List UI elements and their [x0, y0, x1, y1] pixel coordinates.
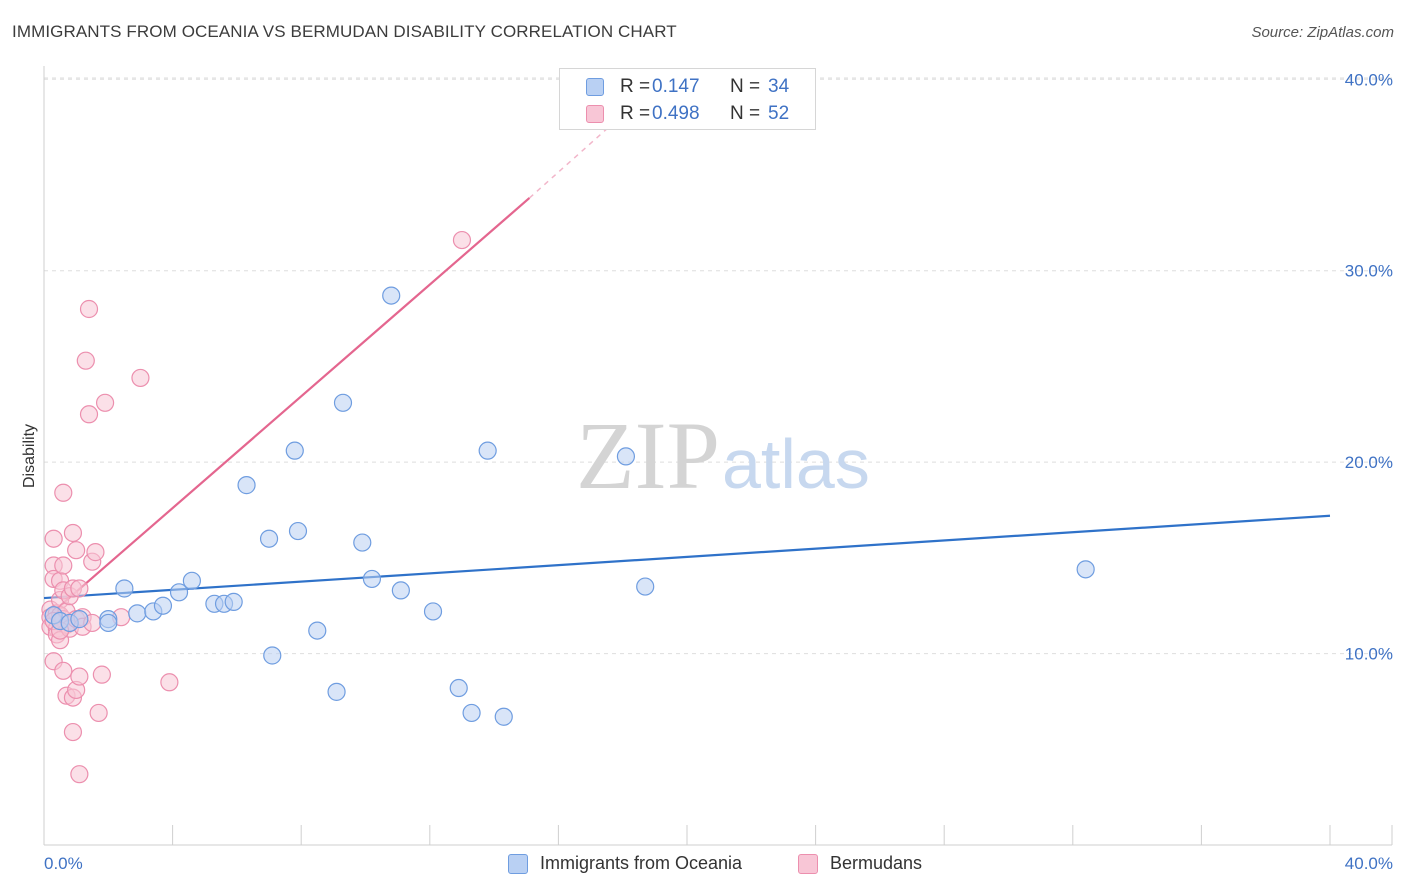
data-point-oceania — [99, 613, 118, 633]
data-point-bermudans — [89, 703, 108, 723]
legend-swatch-pink — [586, 105, 604, 123]
data-point-oceania — [153, 596, 173, 615]
legend-r-label: R = — [620, 103, 651, 124]
legend-n-value: 52 — [768, 103, 790, 124]
legend-r-label: R = — [620, 76, 651, 97]
data-point-bermudans — [67, 541, 86, 560]
data-point-oceania — [308, 621, 327, 640]
data-point-oceania — [353, 533, 372, 552]
y-tick-label: 20.0% — [1345, 453, 1393, 472]
data-point-oceania — [478, 441, 497, 460]
trend-line-bermudans — [52, 197, 531, 613]
data-point-bermudans — [95, 393, 115, 412]
legend-swatch-blue — [586, 78, 604, 96]
legend-n-label: N = — [730, 76, 761, 97]
data-point-oceania — [494, 707, 513, 726]
data-point-oceania — [362, 569, 382, 589]
data-point-bermudans — [79, 299, 99, 319]
data-point-bermudans — [70, 579, 89, 598]
chart-title: IMMIGRANTS FROM OCEANIA VS BERMUDAN DISA… — [12, 22, 677, 41]
x-tick-label: 40.0% — [1345, 854, 1393, 873]
data-point-bermudans — [86, 543, 105, 562]
data-point-oceania — [263, 646, 282, 665]
tick-labels: 10.0% 20.0% 30.0% 40.0% 0.0% 40.0% — [44, 70, 1393, 873]
data-point-oceania — [169, 583, 189, 602]
data-point-bermudans — [131, 368, 150, 388]
data-point-oceania — [259, 529, 279, 548]
data-point-bermudans — [70, 765, 89, 784]
data-point-bermudans — [54, 483, 73, 502]
bottom-legend-swatch-pink — [798, 854, 818, 874]
legend-n-value: 34 — [768, 76, 790, 97]
data-point-bermudans — [44, 529, 63, 548]
x-tick-label: 0.0% — [44, 854, 83, 873]
data-point-oceania — [616, 447, 636, 466]
stats-legend: R = 0.147 N = 34 R = 0.498 N = 52 — [559, 68, 816, 130]
data-point-oceania — [636, 577, 655, 596]
y-axis-label: Disability — [21, 424, 38, 488]
watermark-zip: ZIP — [576, 402, 720, 509]
axes — [43, 66, 1393, 846]
data-point-bermudans — [54, 661, 73, 680]
data-point-oceania — [449, 678, 468, 698]
bottom-legend-swatch-blue — [508, 854, 528, 874]
data-points — [41, 230, 1095, 784]
grid-lines — [44, 77, 1392, 655]
bottom-legend-label-oceania: Immigrants from Oceania — [540, 853, 743, 873]
data-point-bermudans — [92, 665, 111, 684]
y-tick-label: 10.0% — [1345, 645, 1393, 664]
data-point-bermudans — [54, 556, 73, 575]
data-point-oceania — [462, 703, 481, 723]
source-label: Source: ZipAtlas.com — [1251, 24, 1394, 41]
data-point-bermudans — [79, 405, 99, 424]
data-point-oceania — [327, 682, 346, 701]
data-point-bermudans — [63, 722, 83, 742]
legend-n-label: N = — [730, 103, 761, 124]
data-point-oceania — [237, 476, 256, 495]
data-point-oceania — [182, 571, 201, 590]
data-point-bermudans — [63, 523, 83, 543]
y-tick-label: 40.0% — [1345, 70, 1393, 89]
data-point-oceania — [128, 604, 147, 623]
data-point-bermudans — [160, 673, 179, 692]
data-point-oceania — [333, 393, 353, 412]
trend-lines — [43, 94, 1331, 613]
data-point-oceania — [382, 286, 401, 305]
data-point-oceania — [391, 581, 410, 600]
y-tick-label: 30.0% — [1345, 262, 1393, 281]
data-point-oceania — [423, 602, 443, 621]
data-point-bermudans — [452, 230, 472, 250]
data-point-oceania — [115, 579, 134, 598]
trend-line-oceania — [43, 514, 1331, 600]
data-point-oceania — [285, 441, 304, 460]
data-point-oceania — [1076, 560, 1095, 579]
bottom-legend-label-bermudans: Bermudans — [830, 853, 923, 873]
legend-r-value: 0.147 — [652, 76, 700, 97]
watermark-atlas: atlas — [722, 425, 870, 503]
data-point-oceania — [70, 610, 89, 629]
data-point-bermudans — [70, 667, 89, 686]
data-point-bermudans — [76, 351, 95, 370]
legend-r-value: 0.498 — [652, 103, 700, 124]
data-point-oceania — [288, 521, 308, 541]
data-point-oceania — [224, 592, 243, 611]
